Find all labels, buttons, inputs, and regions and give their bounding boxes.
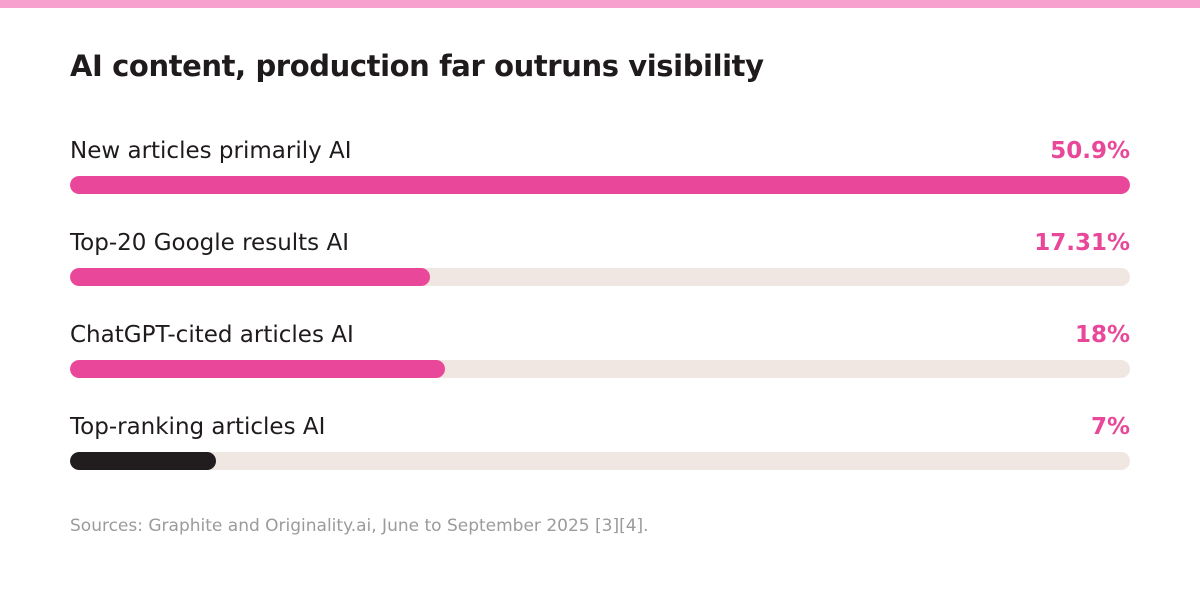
sources-note: Sources: Graphite and Originality.ai, Ju… xyxy=(70,516,649,536)
bar-value-label: 17.31% xyxy=(1034,230,1130,256)
bar-row: Top-ranking articles AI 7% xyxy=(70,408,1130,500)
bar-fill xyxy=(70,176,1130,194)
bar-value-label: 7% xyxy=(1090,414,1130,440)
bar-fill xyxy=(70,360,445,378)
bar-category-label: Top-ranking articles AI xyxy=(70,414,326,440)
bar-track xyxy=(70,452,1130,470)
chart-title: AI content, production far outruns visib… xyxy=(70,49,764,83)
bar-row: ChatGPT-cited articles AI 18% xyxy=(70,316,1130,408)
bar-track xyxy=(70,268,1130,286)
bar-track xyxy=(70,360,1130,378)
bar-category-label: New articles primarily AI xyxy=(70,138,352,164)
bar-value-label: 18% xyxy=(1074,322,1130,348)
bar-row: New articles primarily AI 50.9% xyxy=(70,132,1130,224)
top-accent-strip xyxy=(0,0,1200,8)
bar-track xyxy=(70,176,1130,194)
bar-category-label: ChatGPT-cited articles AI xyxy=(70,322,354,348)
bar-fill xyxy=(70,268,431,286)
bar-value-label: 50.9% xyxy=(1050,138,1130,164)
bar-rows: New articles primarily AI 50.9% Top-20 Goo… xyxy=(70,132,1130,500)
bar-category-label: Top-20 Google results AI xyxy=(70,230,349,256)
bar-row: Top-20 Google results AI 17.31% xyxy=(70,224,1130,316)
bar-fill xyxy=(70,452,216,470)
